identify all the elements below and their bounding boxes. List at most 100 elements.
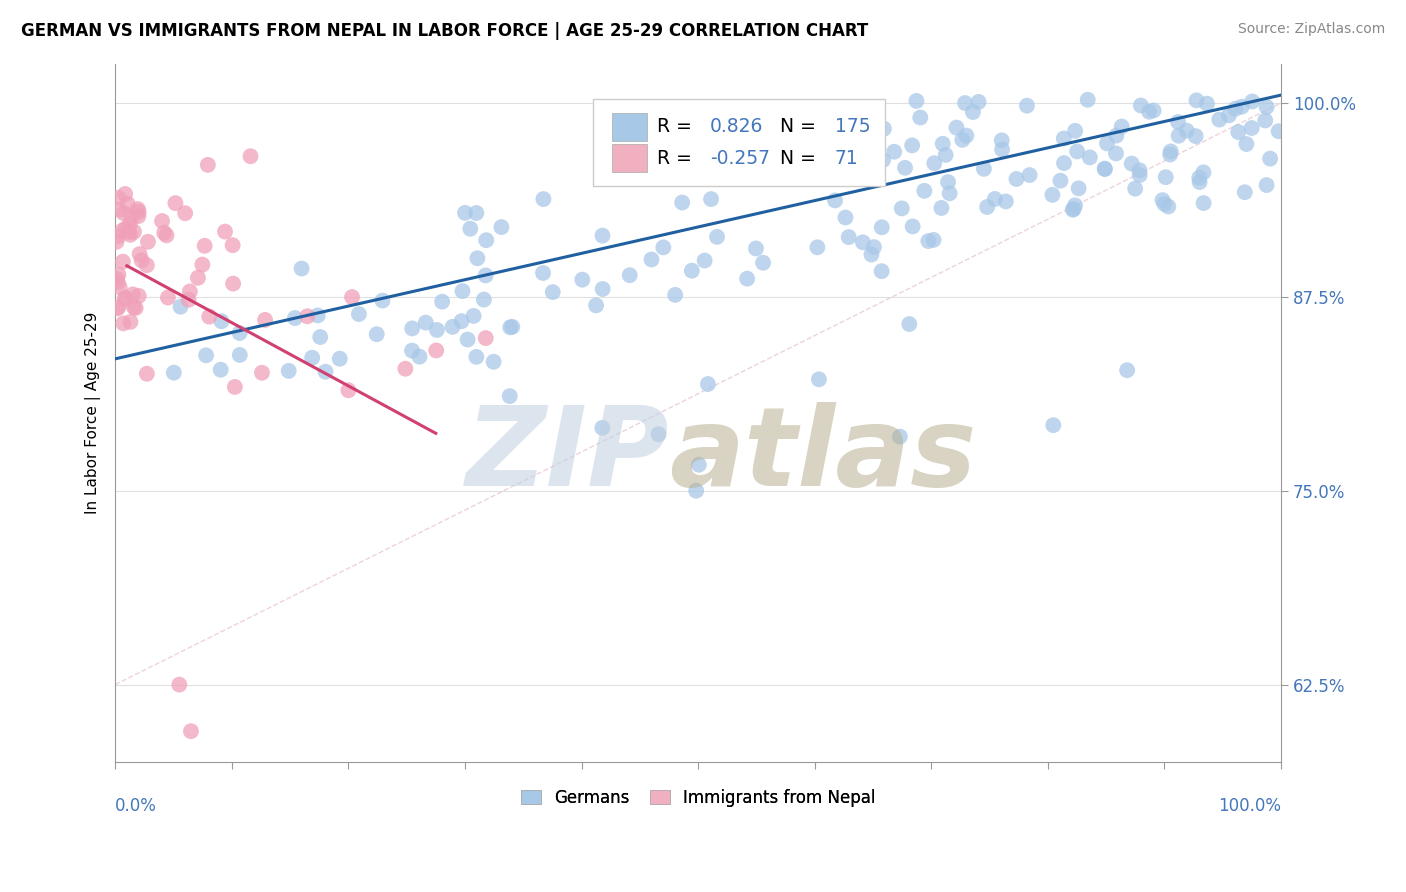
Point: [807, 372, 830, 386]
Point: [938, 186, 960, 201]
Point: [945, 120, 967, 135]
Point: [932, 136, 955, 151]
Point: [824, 194, 846, 208]
Point: [454, 206, 477, 220]
Point: [135, 367, 157, 381]
Point: [894, 161, 917, 175]
Point: [457, 333, 479, 347]
Point: [155, 228, 177, 243]
Point: [889, 429, 911, 443]
Point: [650, 145, 672, 159]
Point: [458, 221, 481, 235]
Point: [114, 292, 136, 306]
Point: [991, 142, 1014, 156]
Point: [1123, 182, 1146, 196]
Point: [585, 298, 607, 312]
Point: [984, 192, 1007, 206]
Point: [169, 300, 191, 314]
Point: [107, 275, 129, 289]
Point: [1188, 175, 1211, 189]
Point: [1225, 102, 1247, 116]
Point: [107, 191, 129, 205]
Point: [647, 427, 669, 442]
Point: [922, 233, 945, 247]
Point: [1111, 120, 1133, 134]
Point: [1128, 163, 1150, 178]
Point: [118, 217, 141, 231]
Point: [1078, 150, 1101, 164]
Point: [371, 293, 394, 308]
Point: [107, 300, 129, 314]
FancyBboxPatch shape: [612, 113, 647, 141]
Point: [329, 351, 352, 366]
Point: [120, 211, 142, 225]
Point: [936, 175, 959, 189]
Point: [1105, 146, 1128, 161]
Text: N =: N =: [780, 118, 821, 136]
Point: [1042, 418, 1064, 433]
Point: [474, 268, 496, 283]
Point: [191, 258, 214, 272]
Point: [198, 310, 221, 324]
Point: [1053, 156, 1076, 170]
Point: [211, 314, 233, 328]
Text: R =: R =: [658, 118, 699, 136]
Point: [239, 149, 262, 163]
Point: [174, 206, 197, 220]
Point: [912, 184, 935, 198]
Point: [401, 343, 423, 358]
Point: [135, 258, 157, 272]
Point: [191, 781, 214, 796]
Point: [1188, 170, 1211, 185]
Point: [425, 343, 447, 358]
Point: [118, 225, 141, 239]
Point: [1094, 161, 1116, 176]
Text: atlas: atlas: [669, 401, 976, 508]
Point: [394, 361, 416, 376]
Point: [652, 240, 675, 254]
Point: [136, 235, 159, 249]
Point: [195, 348, 218, 362]
Point: [1167, 115, 1189, 129]
Text: GERMAN VS IMMIGRANTS FROM NEPAL IN LABOR FORCE | AGE 25-29 CORRELATION CHART: GERMAN VS IMMIGRANTS FROM NEPAL IN LABOR…: [21, 22, 869, 40]
Point: [107, 268, 129, 282]
Point: [187, 270, 209, 285]
Point: [994, 194, 1017, 209]
Point: [128, 247, 150, 261]
Point: [1137, 104, 1160, 119]
Point: [1129, 168, 1152, 182]
Point: [806, 240, 828, 254]
Point: [1015, 98, 1038, 112]
Point: [688, 458, 710, 472]
Point: [314, 365, 336, 379]
Point: [700, 192, 723, 206]
Point: [905, 94, 928, 108]
Point: [153, 226, 176, 240]
Point: [163, 366, 186, 380]
Point: [467, 251, 489, 265]
Point: [291, 261, 314, 276]
Point: [114, 221, 136, 235]
Point: [671, 195, 693, 210]
Text: Source: ZipAtlas.com: Source: ZipAtlas.com: [1237, 22, 1385, 37]
Point: [1005, 172, 1028, 186]
Point: [180, 724, 202, 739]
Point: [120, 227, 142, 242]
Point: [1218, 108, 1240, 122]
Point: [1167, 128, 1189, 143]
Point: [967, 95, 990, 109]
Point: [1241, 95, 1264, 109]
Point: [870, 264, 893, 278]
Point: [165, 196, 187, 211]
Point: [340, 290, 363, 304]
Point: [150, 214, 173, 228]
Point: [463, 309, 485, 323]
Point: [531, 266, 554, 280]
Point: [120, 315, 142, 329]
Point: [111, 254, 134, 268]
Point: [107, 229, 129, 244]
Point: [953, 96, 976, 111]
Point: [1234, 136, 1257, 151]
Point: [1160, 145, 1182, 159]
Point: [108, 202, 131, 217]
